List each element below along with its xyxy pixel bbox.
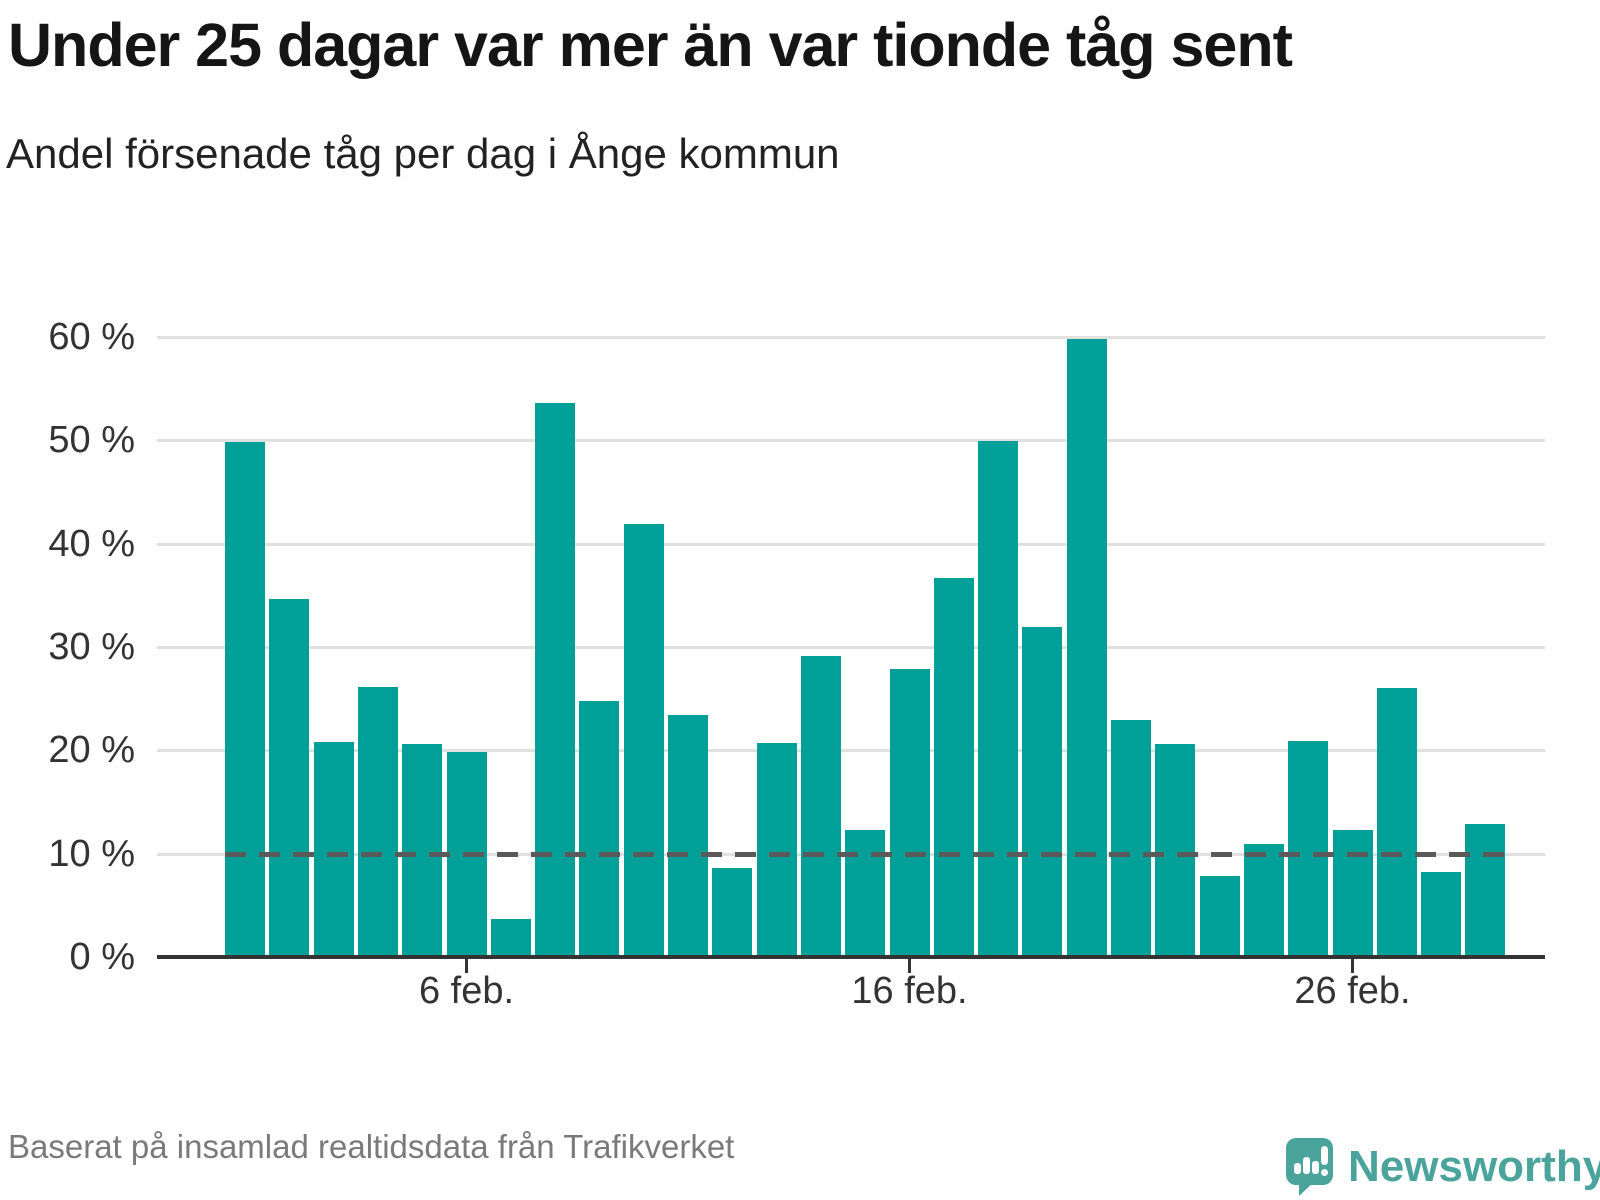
y-axis-label: 0 % — [69, 936, 135, 978]
gridline-30 — [157, 646, 1545, 649]
bar — [1376, 688, 1417, 957]
bar — [1243, 844, 1284, 957]
reference-line-10-percent — [225, 851, 1506, 857]
page-title: Under 25 dagar var mer än var tionde tåg… — [8, 11, 1293, 79]
bar — [1022, 627, 1063, 957]
newsworthy-speech-bubble-barchart-icon — [1286, 1138, 1334, 1196]
bar — [225, 442, 265, 957]
x-axis-label: 16 feb. — [851, 970, 968, 1012]
y-axis-label: 10 % — [48, 832, 135, 875]
gridline-40 — [157, 542, 1545, 546]
y-axis-label: 20 % — [48, 729, 135, 772]
bar — [313, 742, 354, 957]
bar — [1155, 744, 1196, 957]
bar — [1332, 829, 1373, 957]
newsworthy-logo: Newsworthy — [1286, 1138, 1600, 1200]
y-axis-label: 40 % — [48, 522, 135, 565]
bar — [712, 868, 753, 957]
x-axis-line — [157, 955, 1545, 959]
x-axis-tick — [465, 959, 468, 973]
x-axis-label: 26 feb. — [1294, 970, 1411, 1012]
bar — [357, 687, 398, 957]
bar — [269, 599, 310, 957]
y-axis-label: 30 % — [48, 626, 135, 668]
newsworthy-wordmark: Newsworthy — [1348, 1142, 1600, 1191]
bar — [490, 918, 531, 957]
bar — [845, 829, 886, 957]
bar — [579, 700, 620, 957]
y-axis-label: 60 % — [48, 316, 135, 359]
bar — [800, 656, 841, 957]
bar — [756, 743, 797, 957]
bar — [402, 744, 443, 957]
gridline-20 — [157, 749, 1545, 753]
x-axis-label: 6 feb. — [418, 970, 515, 1012]
bar — [933, 577, 974, 957]
bar — [623, 524, 664, 957]
bar — [535, 403, 576, 957]
bar — [668, 715, 708, 957]
x-axis-tick — [1351, 959, 1354, 973]
bar — [889, 668, 930, 957]
bar — [1288, 741, 1329, 957]
x-axis-tick — [908, 959, 911, 973]
bar — [1066, 339, 1107, 957]
bar — [1421, 872, 1462, 957]
gridline-50 — [157, 439, 1545, 443]
bar — [1465, 823, 1506, 957]
source-note: Baserat på insamlad realtidsdata från Tr… — [8, 1128, 735, 1165]
bar — [1111, 720, 1151, 957]
bar — [1199, 876, 1240, 957]
gridline-60 — [157, 336, 1545, 340]
y-axis-label: 50 % — [48, 419, 135, 462]
chart-subtitle: Andel försenade tåg per dag i Ånge kommu… — [6, 130, 840, 177]
bar — [978, 441, 1019, 957]
